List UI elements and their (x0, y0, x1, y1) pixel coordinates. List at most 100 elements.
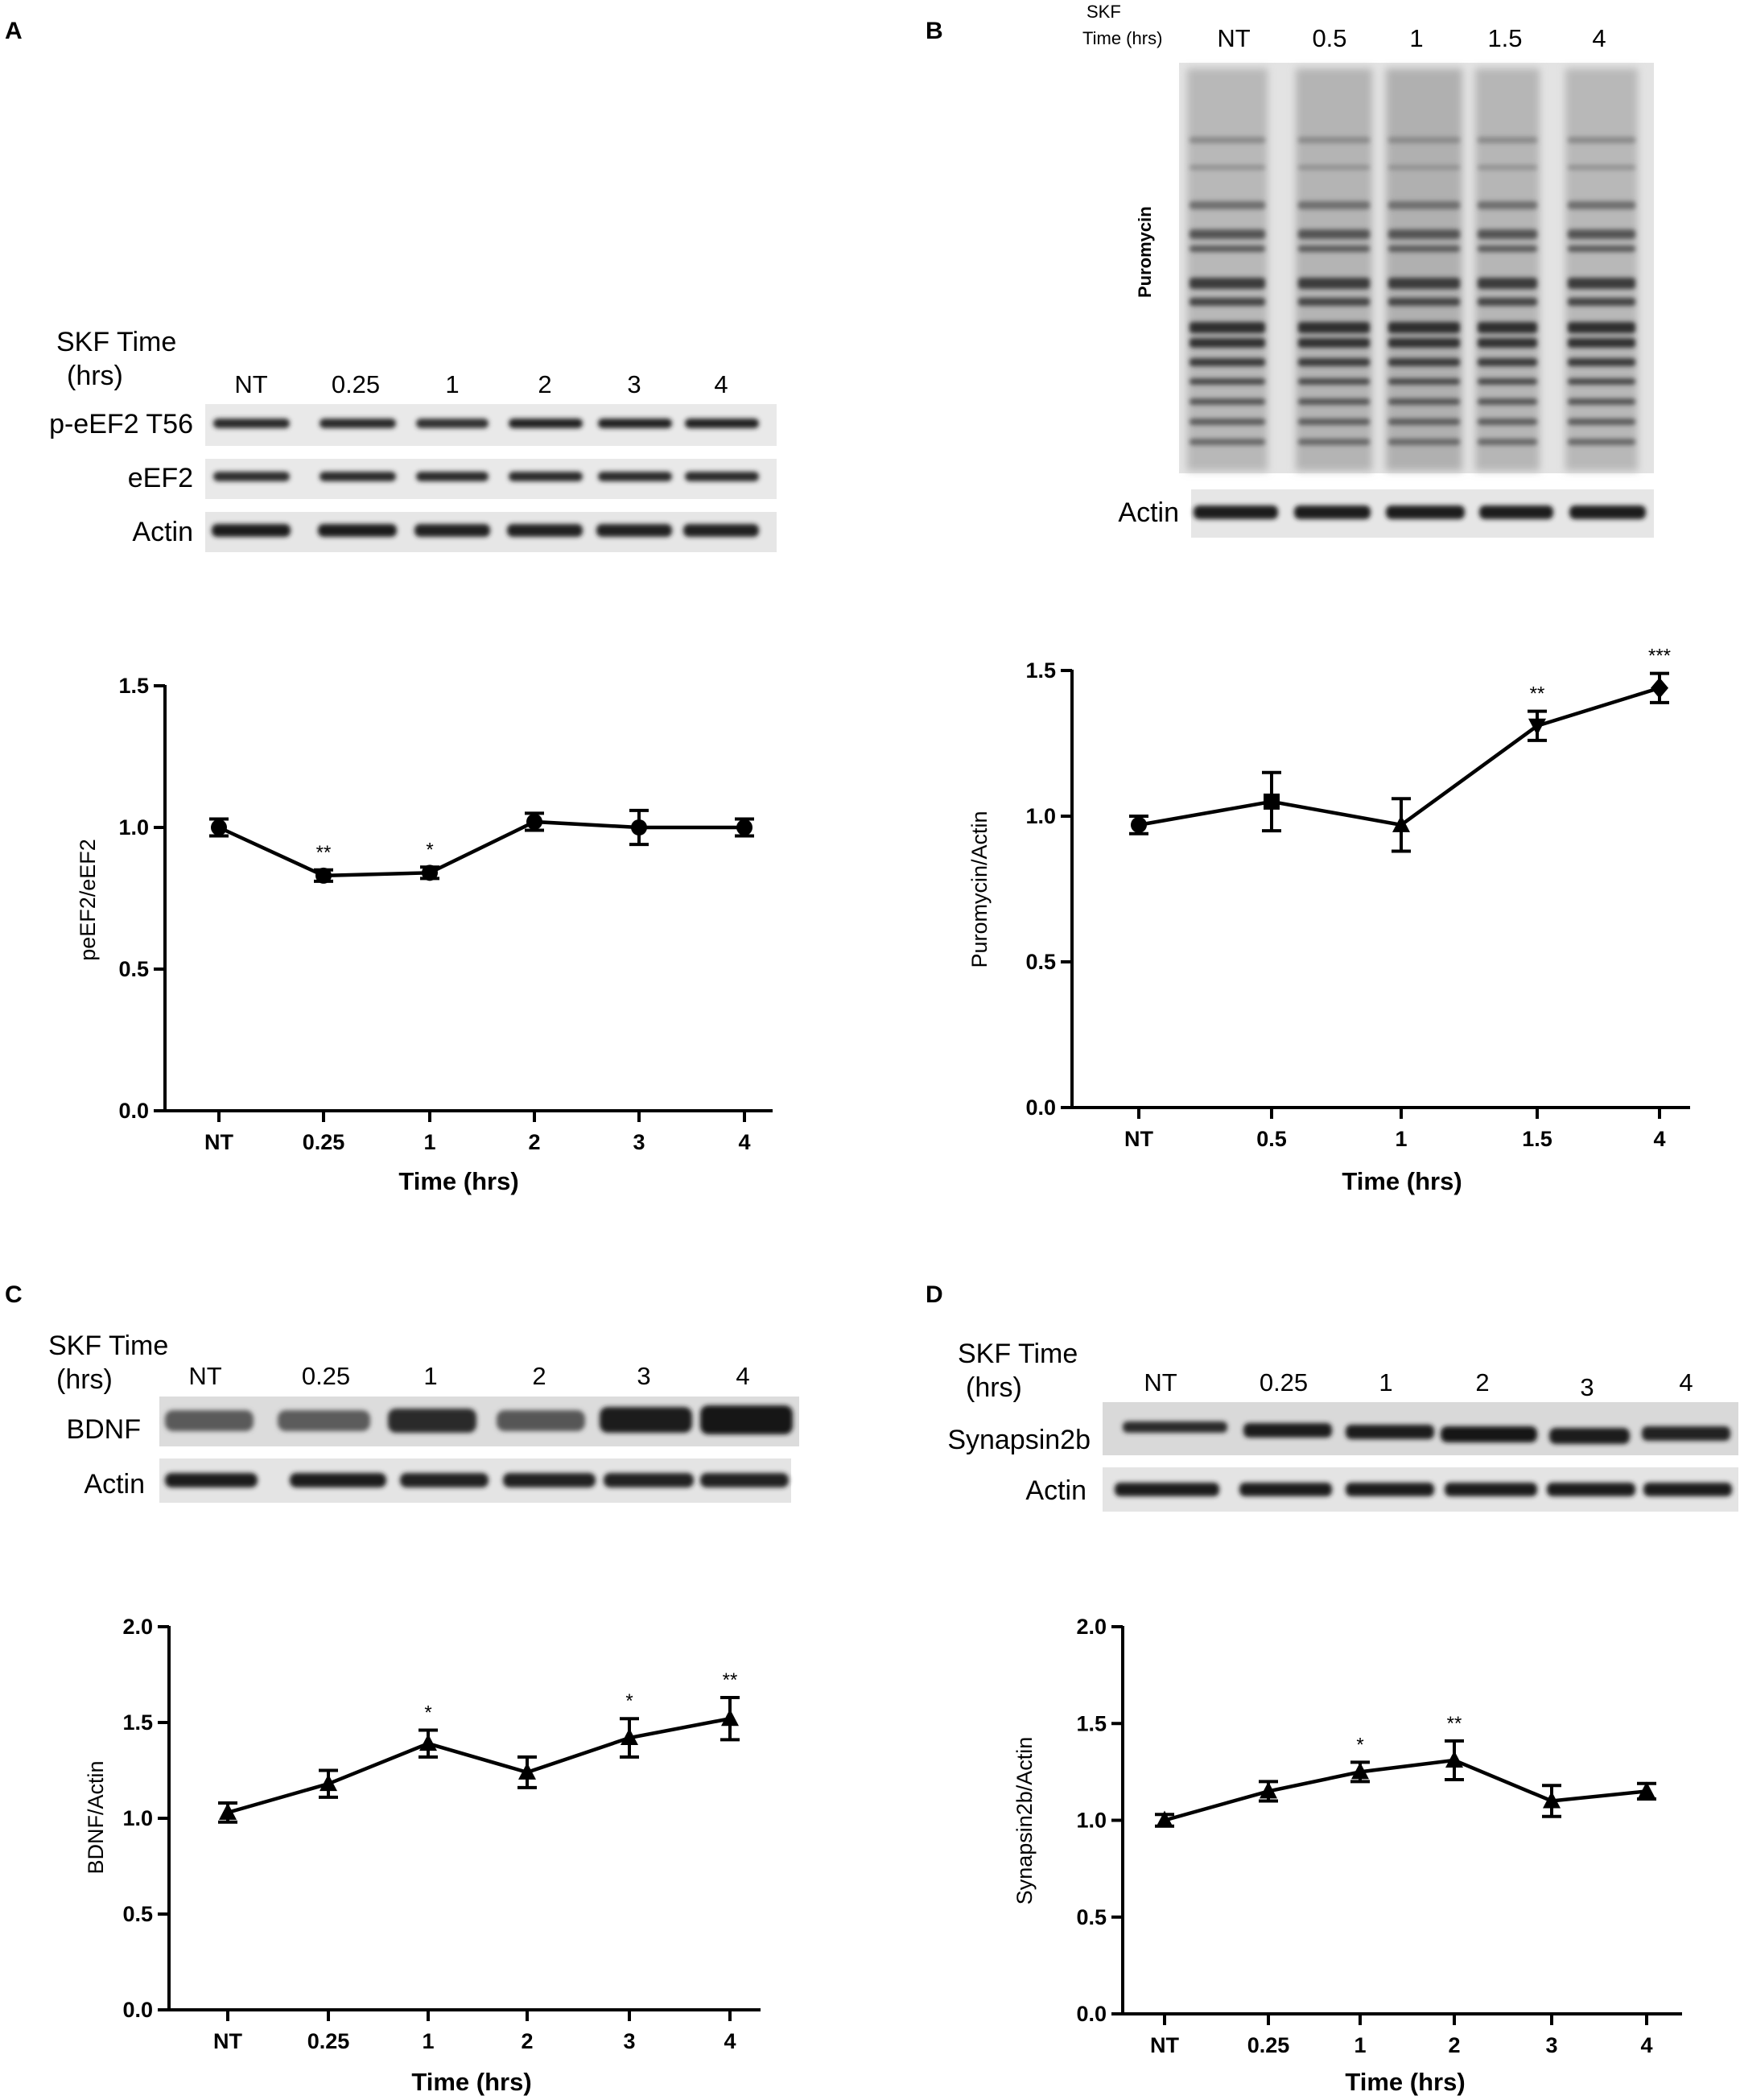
lane-label: 4 (714, 370, 728, 398)
blot-a-header-line1: SKF Time (56, 327, 176, 357)
blot-d-actin-strip (1103, 1467, 1738, 1512)
blot-d-row-label: Synapsin2b (947, 1425, 1091, 1455)
data-point (621, 1728, 638, 1746)
blot-a-lane-labels: NT 0.25 1 2 3 4 (234, 370, 728, 398)
panel-b: B SKF Time (hrs) NT 0.5 1 1.5 4 Puromyci… (926, 2, 1690, 1195)
chart-d: 0.0 0.5 1.0 1.5 2.0 NT 0.25 1 2 3 4 Time (hrs) Synap… (1012, 1615, 1682, 2096)
y-tick-label: 1.0 (122, 1806, 153, 1830)
puromycin-band (1478, 278, 1537, 289)
blot-b-puromycin-label: Puromycin (1135, 206, 1155, 298)
x-tick-label: NT (1150, 2033, 1179, 2057)
puromycin-band (1568, 201, 1635, 209)
puromycin-band (1298, 278, 1370, 289)
puromycin-band (1478, 229, 1537, 239)
lane-label: NT (188, 1362, 221, 1390)
puromycin-band (1298, 245, 1370, 252)
data-point (1445, 1750, 1463, 1768)
puromycin-band (1190, 378, 1265, 385)
y-tick-label: 0.5 (1076, 1905, 1107, 1929)
puromycin-band (1190, 322, 1265, 333)
blot-d-header-line2: (hrs) (966, 1372, 1022, 1403)
puromycin-band (1190, 137, 1265, 143)
lane-label: 1 (1379, 1368, 1392, 1397)
puromycin-band (1568, 165, 1635, 170)
data-point (526, 813, 542, 830)
puromycin-band (1190, 229, 1265, 239)
data-point (1651, 677, 1668, 699)
puromycin-band (1478, 245, 1537, 252)
puromycin-band (1298, 298, 1370, 306)
blot-d-synapsin-strip (1103, 1402, 1738, 1455)
blot-a-strip-2 (205, 459, 777, 499)
blot-c-row-label: BDNF (66, 1414, 141, 1445)
lane-label: 3 (637, 1362, 650, 1390)
y-tick-label: 0.0 (1076, 2002, 1107, 2026)
puromycin-band (1388, 398, 1460, 405)
x-tick-label: NT (213, 2029, 242, 2053)
x-tick-label: 0.25 (1247, 2033, 1290, 2057)
lane-label: 1 (423, 1362, 437, 1390)
lane-label: 3 (1580, 1373, 1594, 1401)
y-tick-label: 1.0 (1076, 1809, 1107, 1833)
lane-label: 4 (736, 1362, 749, 1390)
puromycin-band (1388, 165, 1460, 170)
panel-letter-a: A (5, 18, 23, 44)
lane-label: 0.25 (332, 370, 380, 398)
puromycin-band (1190, 419, 1265, 425)
blot-a-row-label: eEF2 (128, 463, 193, 493)
puromycin-band (1190, 245, 1265, 252)
y-axis-title: BDNF/Actin (84, 1760, 108, 1874)
puromycin-band (1568, 298, 1635, 306)
data-point (736, 819, 752, 835)
significance-label: *** (1648, 646, 1671, 667)
blot-c-bdnf-strip (159, 1397, 799, 1446)
y-axis-title: Synapsin2b/Actin (1012, 1737, 1037, 1905)
panel-letter-c: C (5, 1281, 23, 1308)
x-tick-label: 1 (1354, 2033, 1366, 2057)
data-point (518, 1762, 536, 1780)
blot-b-lane-labels: NT 0.5 1 1.5 4 (1217, 24, 1606, 52)
data-point (631, 819, 647, 835)
x-axis-title: Time (hrs) (1342, 1167, 1462, 1195)
puromycin-band (1568, 378, 1635, 385)
lane-label: 0.25 (1260, 1368, 1308, 1397)
lane-label: 3 (627, 370, 641, 398)
data-point (211, 819, 227, 835)
y-axis-title: Puromycin/Actin (967, 811, 992, 967)
x-tick-label: 0.25 (303, 1130, 345, 1154)
puromycin-band (1568, 338, 1635, 348)
series-line (1164, 1758, 1647, 1822)
data-point (219, 1802, 237, 1820)
blot-d-lane-labels: NT 0.25 1 2 3 4 (1144, 1368, 1693, 1401)
series-line (1138, 686, 1660, 827)
puromycin-band (1190, 278, 1265, 289)
puromycin-band (1388, 439, 1460, 445)
lane-label: 0.25 (302, 1362, 350, 1390)
x-tick-label: 3 (623, 2029, 635, 2053)
y-tick-label: 0.0 (1025, 1095, 1056, 1120)
data-point (419, 1734, 437, 1751)
chart-b: 0.0 0.5 1.0 1.5 NT 0.5 1 1.5 4 Time (hrs) Puromyci… (967, 646, 1690, 1195)
puromycin-band (1568, 245, 1635, 252)
lane-label: NT (1217, 24, 1250, 52)
x-tick-label: 4 (1640, 2033, 1652, 2057)
chart-c: 0.0 0.5 1.0 1.5 2.0 NT 0.25 1 2 3 4 Time (hrs) BDNF/… (84, 1615, 761, 2096)
chart-a: 0.0 0.5 1.0 1.5 NT 0.25 1 2 3 4 Time (hrs) peEF2/eE… (76, 674, 773, 1195)
blot-c-lane-labels: NT 0.25 1 2 3 4 (188, 1362, 749, 1390)
y-tick-label: 0.5 (1025, 950, 1056, 974)
blot-d-row-label: Actin (1025, 1475, 1086, 1506)
significance-label: * (625, 1690, 633, 1712)
x-tick-label: 3 (1545, 2033, 1557, 2057)
puromycin-band (1388, 201, 1460, 209)
puromycin-band (1388, 338, 1460, 348)
puromycin-band (1478, 398, 1537, 405)
blot-c-row-label: Actin (84, 1469, 145, 1500)
puromycin-band (1568, 137, 1635, 143)
data-point (1528, 718, 1546, 736)
puromycin-band (1298, 201, 1370, 209)
puromycin-band (1298, 439, 1370, 445)
puromycin-band (1298, 398, 1370, 405)
puromycin-band (1478, 338, 1537, 348)
puromycin-band (1478, 165, 1537, 170)
panel-a: A SKF Time (hrs) NT 0.25 1 2 3 4 p-eEF2 … (5, 18, 777, 1195)
